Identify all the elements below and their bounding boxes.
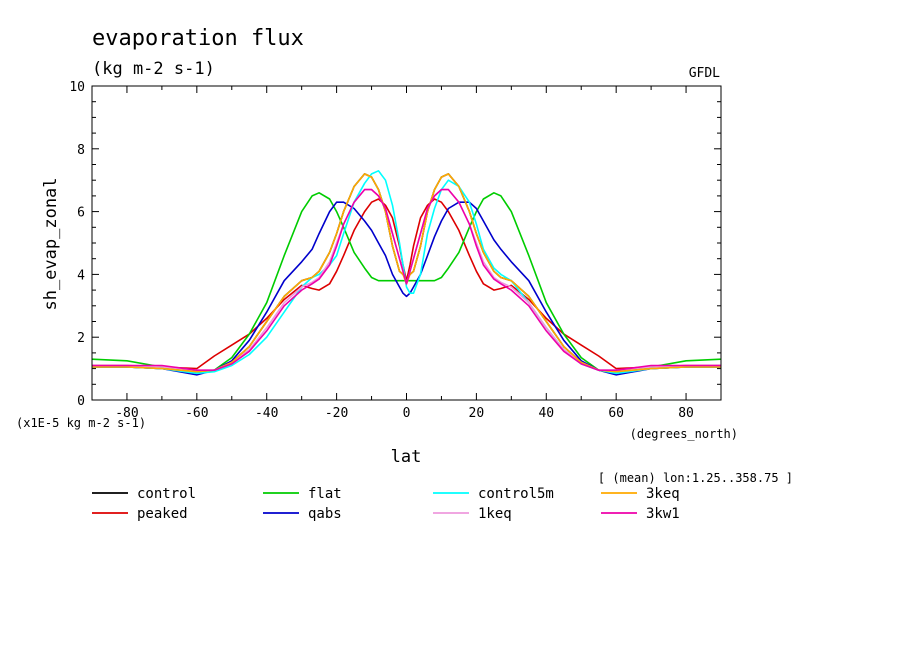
series-line-qabs <box>92 201 721 376</box>
legend-label-3kw1: 3kw1 <box>646 506 680 522</box>
y-tick-label: 2 <box>77 331 85 346</box>
legend-label-peaked: peaked <box>137 506 188 522</box>
series-line-control5m <box>92 170 721 375</box>
x-tick-label: -40 <box>255 406 278 421</box>
chart-title: evaporation flux <box>92 26 304 51</box>
x-tick-label: 60 <box>608 406 624 421</box>
averaging-note: [ (mean) lon:1.25..358.75 ] <box>598 471 793 485</box>
series-line-3keq <box>92 173 721 373</box>
y-tick-label: 0 <box>77 394 85 409</box>
legend-label-3keq: 3keq <box>646 486 680 502</box>
legend-label-qabs: qabs <box>308 506 342 522</box>
y-tick-label: 8 <box>77 143 85 158</box>
y-tick-label: 6 <box>77 206 85 221</box>
y-axis-label: sh_evap_zonal <box>41 177 61 310</box>
y-tick-label: 10 <box>69 80 85 95</box>
plot-frame <box>91 85 722 401</box>
source-label: GFDL <box>689 66 720 81</box>
series-layer <box>91 170 722 376</box>
legend: control peaked flat qabs control5m 1keq 3keq 3k… <box>92 486 680 522</box>
x-tick-label: -60 <box>185 406 208 421</box>
x-tick-label: 20 <box>469 406 485 421</box>
x-tick-label: -80 <box>115 406 138 421</box>
series-line-control <box>92 173 721 373</box>
y-scale-note: (x1E-5 kg m-2 s-1) <box>16 416 146 430</box>
chart-subtitle: (kg m-2 s-1) <box>92 59 215 79</box>
legend-label-control5m: control5m <box>478 486 554 502</box>
legend-label-control: control <box>137 486 196 502</box>
x-tick-label: -20 <box>325 406 348 421</box>
x-tick-label: 80 <box>678 406 694 421</box>
series-line-flat <box>91 192 722 375</box>
legend-label-1keq: 1keq <box>478 506 512 522</box>
x-tick-label: 0 <box>403 406 411 421</box>
x-axis-units: (degrees_north) <box>630 427 738 441</box>
series-line-3kw1 <box>92 188 721 372</box>
legend-label-flat: flat <box>308 486 342 502</box>
x-tick-label: 40 <box>538 406 554 421</box>
y-tick-label: 4 <box>77 268 85 283</box>
x-axis-label: lat <box>391 447 422 467</box>
ticks-layer: -80 -60 -40 -20 0 20 40 60 80 0 2 4 6 8 10 <box>69 80 722 421</box>
